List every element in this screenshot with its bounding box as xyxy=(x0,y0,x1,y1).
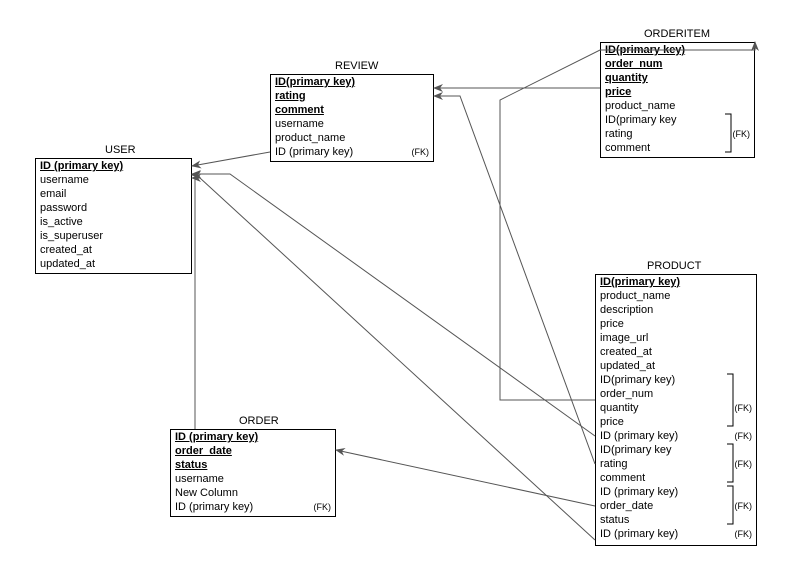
row-product-7: ID(primary key) xyxy=(596,373,756,387)
row-orderitem-6: rating(FK) xyxy=(601,127,754,141)
edge-product_user-user xyxy=(192,174,595,436)
row-product-2: description xyxy=(596,303,756,317)
entity-orderitem: ID(primary key)order_numquantitypricepro… xyxy=(600,42,755,158)
row-product-3: price xyxy=(596,317,756,331)
fk-label: (FK) xyxy=(735,429,753,443)
row-order-4: New Column xyxy=(171,486,335,500)
entity-user: ID (primary key)usernameemailpasswordis_… xyxy=(35,158,192,274)
fk-label: (FK) xyxy=(733,127,751,141)
row-review-4: product_name xyxy=(271,131,433,145)
row-user-0: ID (primary key) xyxy=(36,159,191,173)
entity-title-review: REVIEW xyxy=(335,60,378,72)
row-user-1: username xyxy=(36,173,191,187)
row-review-5: ID (primary key)(FK) xyxy=(271,145,433,159)
row-product-6: updated_at xyxy=(596,359,756,373)
row-product-9: quantity(FK) xyxy=(596,401,756,415)
fk-label: (FK) xyxy=(314,500,332,514)
entity-title-orderitem: ORDERITEM xyxy=(644,28,710,40)
row-order-2: status xyxy=(171,458,335,472)
entity-title-order: ORDER xyxy=(239,415,279,427)
fk-label: (FK) xyxy=(412,145,430,159)
row-product-8: order_num xyxy=(596,387,756,401)
row-product-17: status xyxy=(596,513,756,527)
row-order-3: username xyxy=(171,472,335,486)
row-review-1: rating xyxy=(271,89,433,103)
entity-title-product: PRODUCT xyxy=(647,260,701,272)
row-product-12: ID(primary key xyxy=(596,443,756,457)
fk-label: (FK) xyxy=(735,457,753,471)
row-product-16: order_date(FK) xyxy=(596,499,756,513)
row-review-0: ID(primary key) xyxy=(271,75,433,89)
row-user-2: email xyxy=(36,187,191,201)
row-orderitem-5: ID(primary key xyxy=(601,113,754,127)
entity-order: ID (primary key)order_datestatususername… xyxy=(170,429,336,517)
row-order-1: order_date xyxy=(171,444,335,458)
row-orderitem-7: comment xyxy=(601,141,754,155)
row-product-15: ID (primary key) xyxy=(596,485,756,499)
row-product-18: ID (primary key)(FK) xyxy=(596,527,756,541)
entity-title-user: USER xyxy=(105,144,136,156)
fk-label: (FK) xyxy=(735,401,753,415)
row-orderitem-0: ID(primary key) xyxy=(601,43,754,57)
entity-review: ID(primary key)ratingcommentusernameprod… xyxy=(270,74,434,162)
edge-product_review-review xyxy=(434,96,595,464)
row-user-5: is_superuser xyxy=(36,229,191,243)
row-product-0: ID(primary key) xyxy=(596,275,756,289)
row-orderitem-3: price xyxy=(601,85,754,99)
fk-label: (FK) xyxy=(735,527,753,541)
row-product-5: created_at xyxy=(596,345,756,359)
row-orderitem-4: product_name xyxy=(601,99,754,113)
row-order-5: ID (primary key)(FK) xyxy=(171,500,335,514)
row-product-10: price xyxy=(596,415,756,429)
entity-product: ID(primary key)product_namedescriptionpr… xyxy=(595,274,757,546)
row-product-4: image_url xyxy=(596,331,756,345)
edge-product_order-order xyxy=(336,450,595,506)
row-product-13: rating(FK) xyxy=(596,457,756,471)
row-review-2: comment xyxy=(271,103,433,117)
row-user-4: is_active xyxy=(36,215,191,229)
fk-label: (FK) xyxy=(735,499,753,513)
row-product-14: comment xyxy=(596,471,756,485)
row-product-11: ID (primary key)(FK) xyxy=(596,429,756,443)
row-review-3: username xyxy=(271,117,433,131)
edge-order-user xyxy=(192,175,195,429)
row-user-3: password xyxy=(36,201,191,215)
row-user-7: updated_at xyxy=(36,257,191,271)
edge-review-user xyxy=(192,152,270,166)
row-orderitem-1: order_num xyxy=(601,57,754,71)
row-user-6: created_at xyxy=(36,243,191,257)
row-orderitem-2: quantity xyxy=(601,71,754,85)
row-product-1: product_name xyxy=(596,289,756,303)
row-order-0: ID (primary key) xyxy=(171,430,335,444)
